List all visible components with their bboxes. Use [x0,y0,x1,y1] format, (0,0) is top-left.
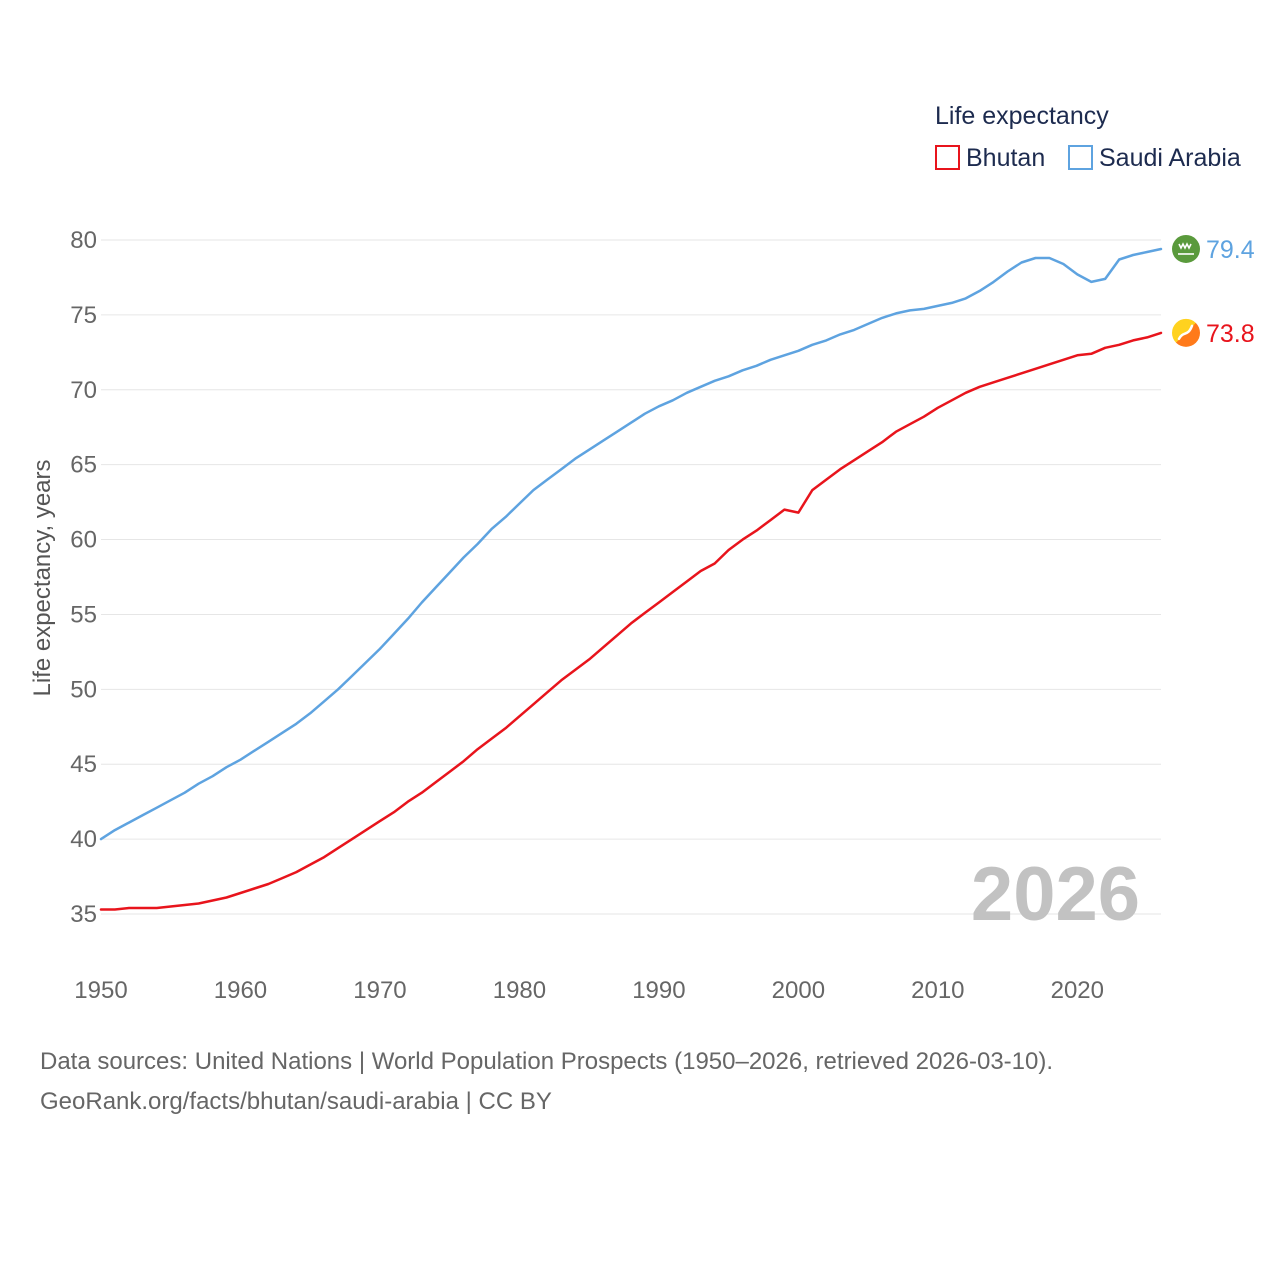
legend-swatch-saudi-arabia [1068,145,1093,170]
x-tick-label: 1950 [74,977,127,1004]
x-tick-label: 1990 [632,977,685,1004]
series-end-labels: 79.4 73.8 [1172,234,1255,348]
footer: Data sources: United Nations | World Pop… [40,1042,1053,1122]
legend[interactable]: Life expectancy Bhutan Saudi Arabia [935,102,1241,172]
y-tick-label: 40 [70,826,97,853]
y-tick-label: 45 [70,751,97,778]
saudi-arabia-flag-icon [1172,234,1200,263]
legend-entry-bhutan[interactable]: Bhutan [935,144,1045,172]
y-tick-label: 50 [70,676,97,703]
data-sources-text: Data sources: United Nations | World Pop… [40,1048,1054,1075]
line-chart: 35 40 45 50 55 60 65 70 75 80 1950 1960 1970 1980 199… [29,102,1255,1004]
x-tick-label: 2020 [1051,977,1104,1004]
bhutan-flag-icon [1172,318,1200,347]
end-value-label-bhutan: 73.8 [1206,320,1255,348]
y-tick-label: 75 [70,302,97,329]
y-axis-ticks: 35 40 45 50 55 60 65 70 75 80 [70,227,97,928]
legend-title: Life expectancy [935,102,1109,130]
legend-entry-saudi-arabia[interactable]: Saudi Arabia [1068,144,1241,172]
legend-label-saudi-arabia: Saudi Arabia [1099,144,1241,172]
y-tick-label: 65 [70,452,97,479]
y-tick-label: 55 [70,601,97,628]
attribution-text: GeoRank.org/facts/bhutan/saudi-arabia | … [40,1088,552,1115]
x-tick-label: 1980 [493,977,546,1004]
x-tick-label: 1960 [214,977,267,1004]
legend-label-bhutan: Bhutan [966,144,1045,172]
y-tick-label: 35 [70,901,97,928]
x-tick-label: 1970 [353,977,406,1004]
gridlines [101,239,1161,915]
series-line-bhutan[interactable] [99,331,1163,911]
end-value-label-saudi-arabia: 79.4 [1206,236,1255,264]
x-tick-label: 2000 [772,977,825,1004]
legend-swatch-bhutan [935,145,960,170]
series-lines [99,247,1163,911]
x-tick-label: 2010 [911,977,964,1004]
year-watermark: 2026 [971,852,1140,937]
x-axis-ticks: 1950 1960 1970 1980 1990 2000 2010 2020 [74,977,1104,1004]
y-axis-label: Life expectancy, years [29,459,56,696]
y-tick-label: 60 [70,527,97,554]
series-line-saudi-arabia[interactable] [99,247,1163,841]
y-tick-label: 70 [70,377,97,404]
y-tick-label: 80 [70,227,97,254]
